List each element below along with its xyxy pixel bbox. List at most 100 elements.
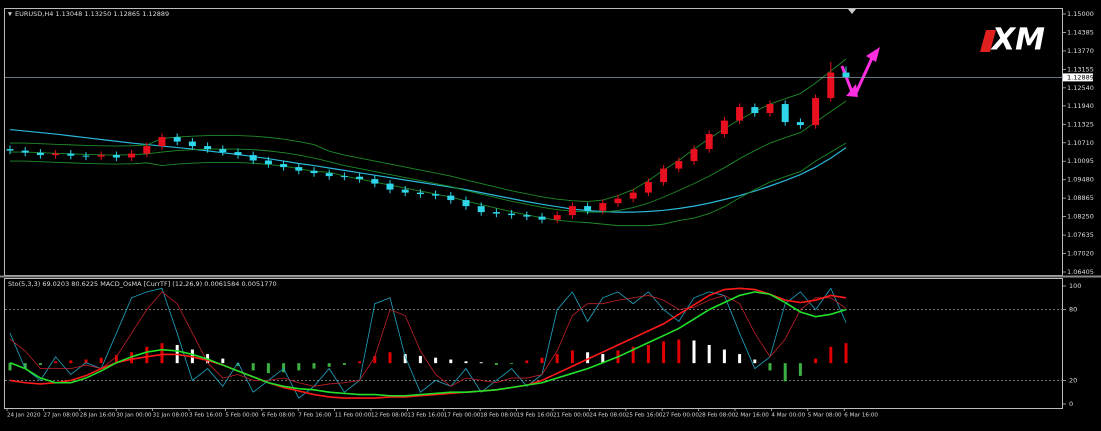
y-tick-label: 1.12540 [1067, 84, 1094, 92]
oscillator-line [9, 287, 847, 399]
y-tick-label: 1.09480 [1067, 176, 1094, 184]
x-tick-label: 17 Feb 00:00 [444, 413, 481, 419]
candle-body [249, 155, 257, 161]
candle-body [629, 192, 637, 199]
y-tick-label: 80 [1069, 306, 1077, 314]
histogram-bar [829, 346, 833, 364]
candle-body [523, 215, 531, 217]
y-tick-label: 100 [1069, 282, 1081, 290]
histogram-bar [130, 352, 134, 364]
histogram-bar [753, 359, 757, 364]
histogram-bar [510, 363, 514, 365]
x-tick-label: 4 Mar 00:00 [771, 413, 805, 419]
sub-pane-frame [4, 278, 1063, 409]
histogram-bar [631, 346, 635, 364]
histogram-bar [722, 349, 726, 364]
candle-body [36, 152, 44, 156]
histogram-bar [327, 363, 331, 367]
candle-body [97, 155, 105, 157]
histogram-bar [221, 358, 225, 364]
histogram-bar [555, 354, 559, 364]
x-tick-label: 31 Jan 08:00 [153, 413, 189, 419]
candle-body [340, 176, 348, 178]
x-tick-label: 6 Feb 08:00 [262, 413, 296, 419]
candle-body [82, 155, 90, 157]
x-tick-label: 21 Feb 00:00 [553, 413, 590, 419]
histogram-bar [479, 362, 483, 364]
candle-body [508, 213, 516, 216]
histogram-bar [358, 361, 362, 364]
candle-body [295, 167, 303, 171]
indicator-line [9, 128, 847, 213]
candle-body [766, 104, 774, 114]
histogram-bar [570, 350, 574, 364]
histogram-bar [494, 363, 498, 365]
candle-body [173, 137, 181, 142]
x-tick-label: 25 Feb 16:00 [626, 413, 663, 419]
x-tick-label: 19 Feb 16:00 [517, 413, 554, 419]
histogram-bar [38, 363, 42, 365]
histogram-bar [738, 354, 742, 364]
chart-title: EURUSD,H4 1.13048 1.13250 1.12865 1.1288… [15, 10, 169, 18]
histogram-bar [282, 363, 286, 373]
candle-body [234, 152, 242, 156]
candle-body [751, 107, 759, 114]
x-tick-label: 28 Feb 08:00 [699, 413, 736, 419]
oscillator-line [9, 291, 847, 397]
annotation-arrows [840, 47, 880, 97]
y-tick-label: 1.07635 [1067, 231, 1094, 239]
candle-body [827, 72, 835, 99]
x-tick-label: 3 Feb 16:00 [189, 413, 223, 419]
y-tick-label: 1.11325 [1067, 120, 1094, 128]
price-label: 1.12889 [1067, 73, 1094, 81]
candle-body [264, 160, 272, 165]
candle-body [401, 189, 409, 193]
y-tick-label: 1.13155 [1067, 65, 1094, 73]
histogram-bar [707, 345, 711, 364]
shift-marker [848, 9, 856, 14]
x-tick-label: 28 Jan 16:00 [80, 413, 116, 419]
y-tick-label: 1.06405 [1067, 268, 1094, 276]
indicator-title: Sto(5,3,3) 69.0203 80.6225 MACD_OsMA [Cu… [8, 280, 277, 288]
candle-body [280, 164, 288, 168]
candle-body [356, 176, 364, 180]
histogram-bar [403, 354, 407, 364]
logo: XM [990, 23, 1045, 58]
histogram-bar [312, 363, 316, 369]
candle-body [52, 153, 60, 156]
histogram-bar [266, 363, 270, 374]
candle-body [705, 134, 713, 150]
histogram-bar [783, 363, 787, 382]
candle-body [720, 120, 728, 135]
oscillator-line [9, 291, 847, 387]
candle-body [492, 212, 500, 214]
x-tick-label: 7 Feb 16:00 [298, 413, 332, 419]
candle-body [6, 149, 14, 151]
histogram-bar [54, 361, 58, 364]
candle-body [310, 170, 318, 174]
histogram-bar [646, 345, 650, 364]
candle-body [614, 198, 622, 204]
x-tick-label: 5 Mar 08:00 [808, 413, 842, 419]
histogram-bar [23, 363, 27, 369]
candle-body [690, 149, 698, 162]
histogram-bar [145, 346, 149, 364]
histogram-bar [99, 357, 103, 364]
x-tick-label: 24 Jan 2020 [7, 413, 41, 419]
histogram-bar [418, 355, 422, 364]
histogram-bar [8, 363, 12, 371]
histogram-bar [798, 363, 802, 376]
x-tick-label: 13 Feb 16:00 [407, 413, 444, 419]
x-tick-label: 18 Feb 08:00 [480, 413, 517, 419]
candle-body [599, 203, 607, 211]
candle-body [660, 168, 668, 183]
oscillator-line [9, 287, 847, 399]
x-tick-label: 6 Mar 16:00 [844, 413, 878, 419]
y-tick-label: 1.08865 [1067, 194, 1094, 202]
candle-body [538, 216, 546, 220]
histogram-bar [464, 361, 468, 364]
histogram-bar [525, 360, 529, 364]
candle-body [416, 192, 424, 195]
